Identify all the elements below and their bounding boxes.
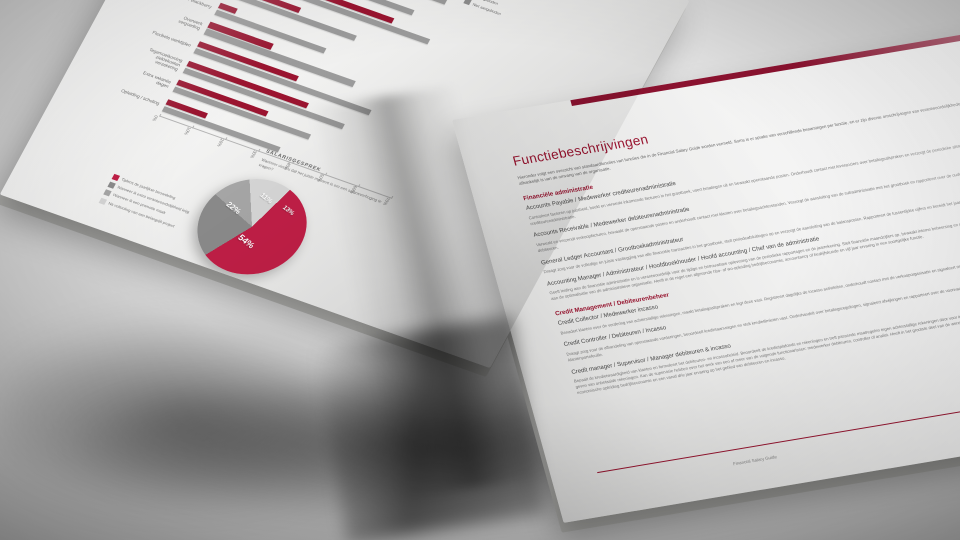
spine-shadow — [315, 315, 545, 540]
pie-slice-label-1: 54% — [235, 232, 257, 251]
legend-swatch — [98, 197, 108, 205]
pie-chart-legend: Tijdens de jaarlijkse beoordeling Wanneer… — [97, 173, 194, 234]
legend-swatch — [111, 173, 121, 182]
legend-swatch — [107, 181, 116, 189]
pie-slice-label-2: 22% — [224, 200, 243, 216]
job-description-sections: Financiële administratie Accounts Payable… — [523, 119, 960, 396]
legend-swatch — [103, 189, 112, 197]
pie-slice-label-3: 11% — [258, 192, 274, 206]
pie-slice-label-4: 13% — [280, 204, 296, 217]
legend-swatch — [463, 0, 472, 6]
